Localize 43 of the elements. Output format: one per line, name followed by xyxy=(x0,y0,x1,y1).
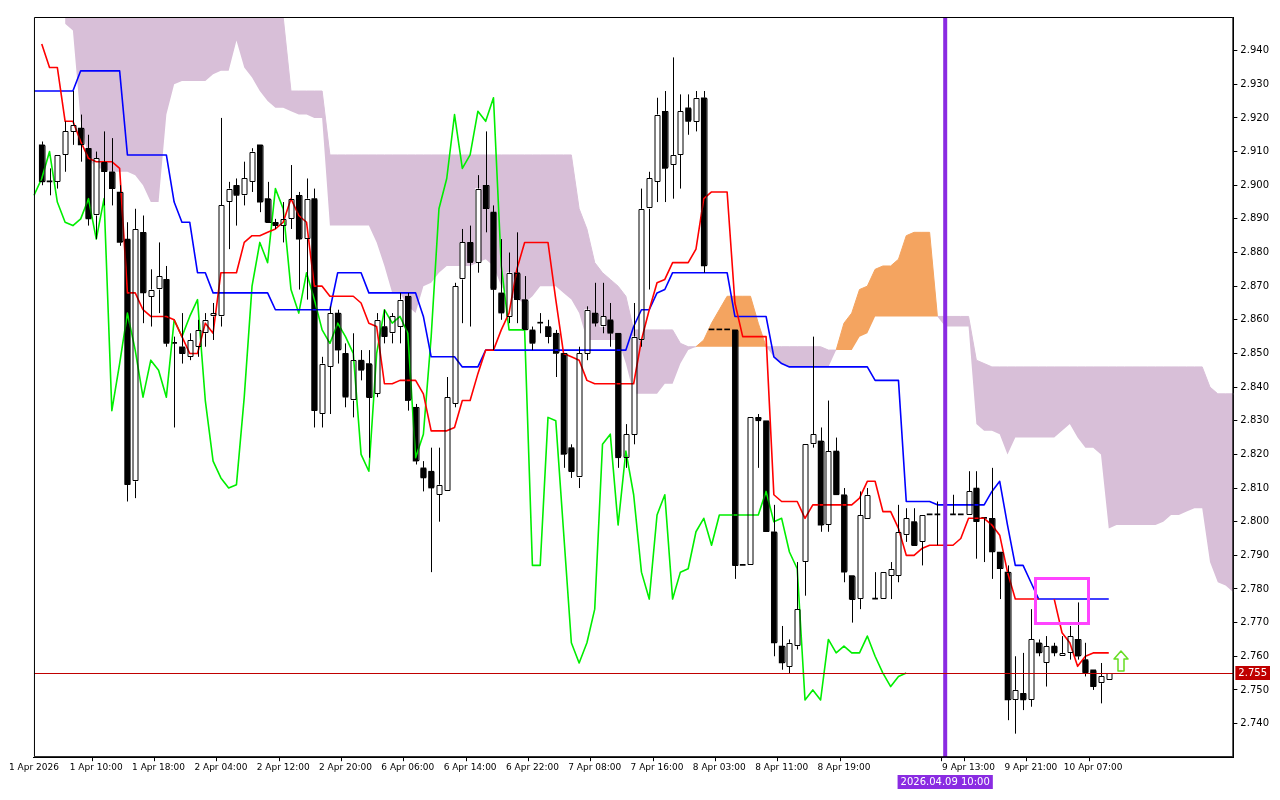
x-tick-label: 8 Apr 11:00 xyxy=(755,761,809,772)
x-tick-label: 7 Apr 08:00 xyxy=(568,761,622,772)
y-tick-label: 2.770 xyxy=(1240,616,1270,628)
candlestick xyxy=(537,312,544,334)
y-tick-label: 2.930 xyxy=(1240,77,1270,89)
x-tick-label: 1 Apr 2026 xyxy=(9,761,60,772)
x-tick-label: 8 Apr 19:00 xyxy=(817,761,871,772)
y-tick-label: 2.740 xyxy=(1240,717,1270,729)
candlestick xyxy=(529,326,536,351)
y-tick-label: 2.920 xyxy=(1240,111,1270,123)
y-tick-label: 2.830 xyxy=(1240,414,1270,426)
x-tick-label: 9 Apr 13:00 xyxy=(942,761,996,772)
y-tick-label: 2.790 xyxy=(1240,548,1270,560)
y-tick-label: 2.940 xyxy=(1240,44,1270,56)
x-tick-label: 8 Apr 03:00 xyxy=(692,761,747,772)
x-tick-label: 7 Apr 16:00 xyxy=(630,761,684,772)
y-tick-label: 2.850 xyxy=(1240,347,1270,359)
x-tick-label: 2 Apr 20:00 xyxy=(319,761,373,772)
y-tick-label: 2.880 xyxy=(1240,246,1270,258)
y-tick-label: 2.810 xyxy=(1240,481,1270,493)
y-tick-label: 2.890 xyxy=(1240,212,1270,224)
x-tick-label: 1 Apr 10:00 xyxy=(69,761,124,772)
x-tick-label: 2 Apr 04:00 xyxy=(194,761,248,772)
y-tick-label: 2.910 xyxy=(1240,145,1270,157)
y-tick-label: 2.840 xyxy=(1240,380,1270,392)
x-tick-label: 2 Apr 12:00 xyxy=(256,761,310,772)
x-tick-label: 10 Apr 07:00 xyxy=(1063,761,1123,772)
y-tick-label: 2.760 xyxy=(1240,649,1270,661)
x-tick-label: 2026.04.09 10:00 xyxy=(900,775,990,787)
ref-line-label: 2.755 xyxy=(1238,666,1268,678)
y-tick-label: 2.860 xyxy=(1240,313,1270,325)
y-tick-label: 2.870 xyxy=(1240,279,1270,291)
x-tick-label: 6 Apr 22:00 xyxy=(505,761,560,772)
y-tick-label: 2.780 xyxy=(1240,582,1270,594)
y-tick-label: 2.820 xyxy=(1240,447,1270,459)
y-tick-label: 2.800 xyxy=(1240,515,1270,527)
x-tick-label: 6 Apr 14:00 xyxy=(443,761,497,772)
x-tick-label: 1 Apr 18:00 xyxy=(132,761,186,772)
x-tick-label: 9 Apr 21:00 xyxy=(1004,761,1058,772)
candlestick xyxy=(490,204,497,351)
y-tick-label: 2.750 xyxy=(1240,683,1270,695)
x-tick-label: 6 Apr 06:00 xyxy=(381,761,435,772)
y-tick-label: 2.900 xyxy=(1240,178,1270,190)
